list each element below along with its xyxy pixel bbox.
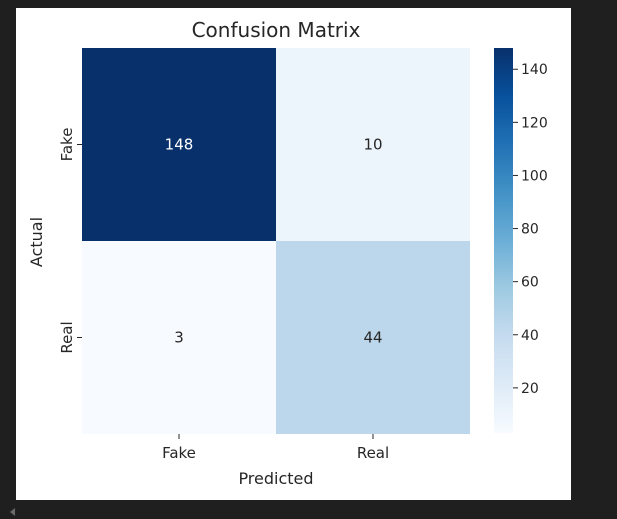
page-margin — [571, 8, 617, 500]
heatmap-cells — [82, 48, 470, 434]
heatmap-cell — [276, 48, 470, 241]
scroll-left-icon — [10, 508, 15, 516]
colorbar-tick-label: 40 — [521, 328, 539, 344]
cell-annotation: 44 — [363, 329, 382, 347]
heatmap-cell — [276, 241, 470, 434]
heatmap-annotations: 148 10 3 44 — [165, 136, 383, 347]
colorbar-tick-label: 140 — [521, 62, 548, 78]
colorbar-tick-label: 100 — [521, 168, 548, 184]
colorbar-tick-label: 120 — [521, 115, 548, 131]
y-tick-group: Fake Real — [58, 128, 82, 354]
colorbar-tick-label: 80 — [521, 222, 539, 238]
heatmap-cell — [82, 241, 276, 434]
x-tick-label: Fake — [162, 444, 196, 462]
confusion-matrix-chart: Confusion Matrix 148 10 3 44 Fake Real Fake R… — [27, 18, 548, 488]
y-tick-label: Fake — [58, 128, 76, 162]
chart-title: Confusion Matrix — [192, 18, 361, 42]
colorbar-tick-label: 20 — [521, 381, 539, 397]
x-axis-label: Predicted — [238, 469, 313, 488]
x-tick-label: Real — [357, 444, 389, 462]
cell-annotation: 148 — [165, 136, 194, 154]
figure-canvas: Confusion Matrix 148 10 3 44 Fake Real Fake R… — [16, 8, 571, 500]
colorbar-tick-label: 60 — [521, 275, 539, 291]
colorbar — [494, 48, 513, 433]
y-axis-label: Actual — [27, 217, 46, 267]
x-tick-group: Fake Real — [162, 434, 389, 462]
colorbar-tick-group: 20 40 60 80 100 120 140 — [513, 62, 548, 397]
cell-annotation: 3 — [174, 329, 184, 347]
y-tick-label: Real — [58, 321, 76, 353]
cell-annotation: 10 — [363, 136, 382, 154]
heatmap-cell — [82, 48, 276, 241]
